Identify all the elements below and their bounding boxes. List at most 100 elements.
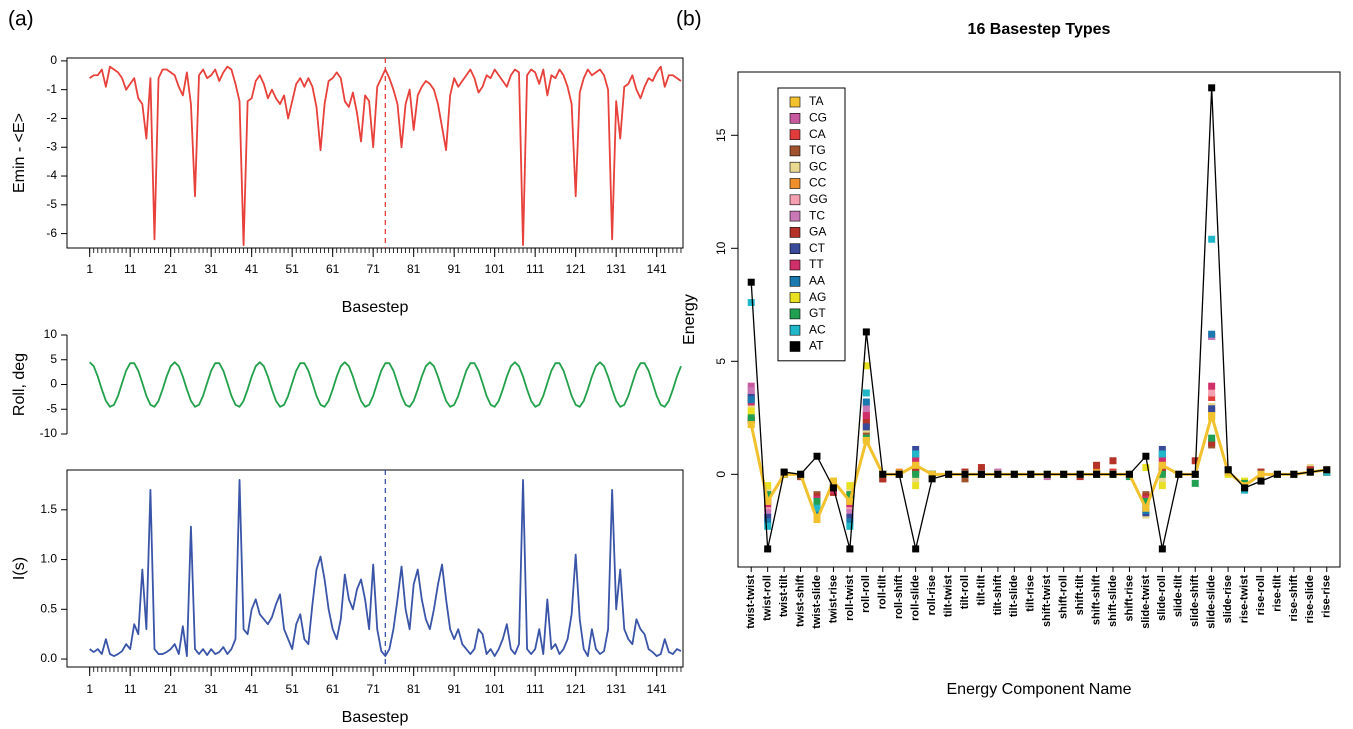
legend-marker: [789, 113, 801, 124]
x-tick-label: 1: [86, 682, 93, 696]
data-point: [747, 278, 755, 286]
data-point: [1290, 470, 1298, 478]
y-tick-label: -5: [46, 197, 57, 211]
data-point: [764, 497, 772, 505]
data-point: [1273, 470, 1281, 478]
legend-marker: [789, 129, 801, 140]
x-tick-label: 41: [245, 262, 259, 276]
x-tick-label: slide-tilt: [1173, 575, 1185, 618]
x-tick-label: roll-rise: [926, 575, 938, 615]
y-tick-label: 0.0: [40, 651, 57, 665]
y-tick-label: 15: [714, 128, 728, 142]
x-tick-label: twist-shift: [794, 575, 806, 627]
legend-label: AG: [809, 290, 826, 304]
x-tick-label: twist-roll: [762, 575, 774, 621]
data-point: [977, 470, 985, 478]
data-point: [945, 470, 953, 478]
data-point: [1158, 445, 1166, 453]
data-point: [862, 423, 870, 431]
data-point: [862, 412, 870, 420]
plot-frame: [737, 71, 1341, 568]
data-point: [1208, 235, 1216, 243]
x-tick-label: roll-twist: [844, 575, 856, 621]
legend-marker: [789, 227, 801, 238]
data-point: [1208, 412, 1216, 420]
x-tick-label: rise-rise: [1321, 575, 1333, 618]
x-tick-label: 141: [647, 262, 667, 276]
data-point: [1142, 464, 1150, 472]
x-tick-label: 111: [526, 682, 545, 696]
data-point: [912, 475, 920, 483]
legend-label: AA: [809, 273, 825, 287]
x-tick-label: 71: [366, 262, 380, 276]
legend-marker: [789, 292, 801, 303]
legend-marker: [789, 145, 801, 157]
data-point: [747, 299, 755, 307]
y-axis-title: I(s): [11, 557, 28, 580]
data-point: [764, 482, 772, 490]
data-point: [813, 516, 821, 524]
data-point: [747, 403, 755, 411]
data-point: [1142, 504, 1150, 512]
data-point: [764, 545, 772, 553]
data-point: [879, 470, 887, 478]
y-tick-label: 0: [50, 377, 57, 391]
legend-label: GG: [809, 192, 828, 206]
x-tick-label: 121: [566, 262, 586, 276]
y-tick-label: 0: [50, 53, 57, 67]
y-tick-label: 10: [44, 327, 58, 341]
data-point: [912, 457, 920, 465]
legend-label: CC: [809, 176, 827, 190]
legend-label: AC: [809, 322, 826, 336]
data-point: [912, 545, 920, 553]
data-point: [764, 522, 772, 530]
data-point: [1010, 470, 1018, 478]
data-point: [1257, 477, 1265, 485]
legend-marker: [789, 324, 801, 336]
x-tick-label: 121: [566, 682, 586, 696]
x-tick-label: 111: [526, 262, 545, 276]
data-point: [862, 328, 870, 336]
y-tick-label: -3: [46, 139, 57, 153]
y-tick-label: -4: [46, 168, 57, 182]
x-tick-label: tilt-roll: [959, 575, 971, 609]
data-point: [846, 513, 854, 521]
y-tick-label: -2: [46, 111, 57, 125]
y-tick-label: 0.5: [40, 601, 57, 615]
data-point: [912, 461, 920, 469]
legend-label: TC: [809, 208, 825, 222]
legend-label: CA: [809, 127, 826, 141]
data-point: [846, 482, 854, 490]
x-tick-label: 131: [606, 262, 626, 276]
data-point: [797, 470, 805, 478]
data-point: [747, 421, 755, 429]
legend: TA CG CA TG GC CC GG TC GA CT TT AA AG GT AC AT: [777, 87, 846, 362]
data-point: [862, 418, 870, 426]
data-point: [1208, 389, 1216, 397]
data-point: [912, 445, 920, 453]
data-point: [912, 466, 920, 474]
data-point: [1142, 452, 1150, 460]
legend-label: TT: [809, 257, 824, 271]
legend-marker: [789, 259, 801, 271]
y-tick-label: 1.5: [40, 502, 57, 516]
data-point: [1158, 545, 1166, 553]
x-tick-label: 1: [86, 262, 93, 276]
legend-marker: [789, 243, 801, 254]
x-tick-label: slide-slide: [1206, 575, 1218, 629]
y-tick-label: -5: [46, 401, 57, 415]
y-axis-title: Roll, deg: [11, 353, 28, 416]
data-point: [1241, 484, 1249, 492]
data-point: [1125, 470, 1133, 478]
chart-title: 16 Basestep Types: [968, 21, 1111, 38]
x-tick-label: 141: [647, 682, 667, 696]
x-tick-label: 131: [606, 682, 626, 696]
x-tick-label: roll-roll: [860, 575, 872, 613]
data-point: [1208, 382, 1216, 390]
x-tick-label: 81: [407, 682, 421, 696]
data-point: [846, 522, 854, 530]
data-point: [862, 436, 870, 444]
plot-frame: [66, 469, 684, 668]
data-line: [89, 65, 682, 247]
data-point: [1208, 84, 1216, 92]
